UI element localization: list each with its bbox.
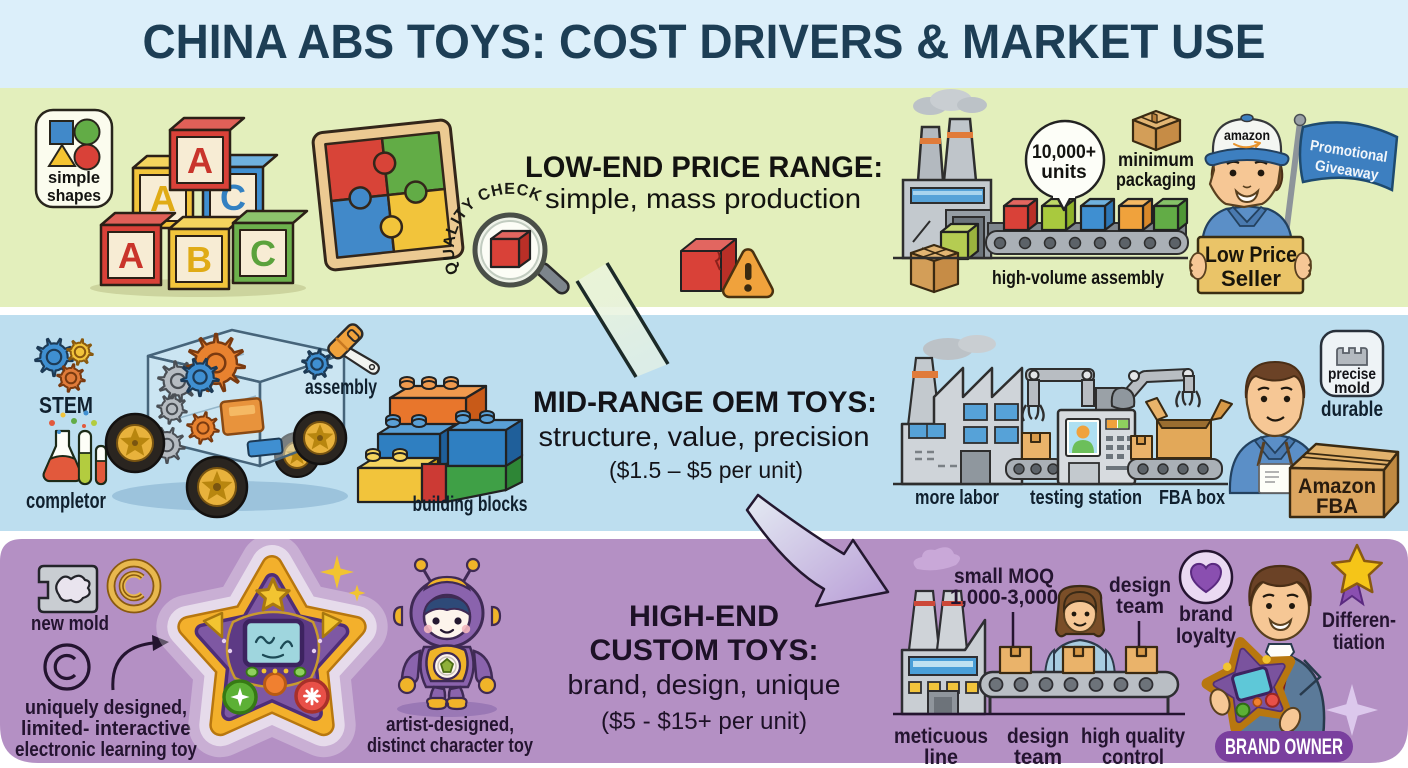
svg-text:line: line [924,746,958,768]
svg-text:B: B [186,239,212,280]
svg-text:C: C [250,233,276,274]
svg-text:high-volume assembly: high-volume assembly [992,268,1164,289]
svg-text:meticuous: meticuous [894,725,988,748]
svg-text:($1.5 – $5 per unit): ($1.5 – $5 per unit) [609,457,803,483]
svg-text:artist-designed,: artist-designed, [386,714,514,736]
svg-text:1,000-3,000: 1,000-3,000 [950,586,1058,609]
svg-text:team: team [1116,595,1164,618]
svg-text:assembly: assembly [305,376,377,399]
svg-text:minimum: minimum [1118,150,1194,171]
svg-text:MID-RANGE OEM TOYS:: MID-RANGE OEM TOYS: [533,386,877,419]
svg-text:HIGH-END: HIGH-END [629,600,779,633]
svg-text:testing station: testing station [1030,487,1142,509]
svg-text:Amazon: Amazon [1298,475,1376,498]
svg-text:Seller: Seller [1221,266,1281,291]
svg-text:($5 - $15+ per unit): ($5 - $15+ per unit) [601,708,807,735]
svg-text:10,000+: 10,000+ [1032,142,1096,163]
svg-text:small MOQ: small MOQ [954,565,1054,588]
svg-text:control: control [1102,746,1164,768]
svg-text:more labor: more labor [915,487,999,509]
svg-text:brand, design, unique: brand, design, unique [568,669,841,700]
svg-text:Differen-: Differen- [1322,609,1396,632]
svg-text:units: units [1041,162,1086,183]
svg-text:simple: simple [48,168,100,187]
svg-text:LOW-END PRICE RANGE:: LOW-END PRICE RANGE: [525,151,883,184]
svg-text:brand: brand [1179,603,1233,626]
svg-text:amazon: amazon [1224,128,1270,143]
svg-text:FBA: FBA [1316,495,1358,518]
svg-text:loyalty: loyalty [1176,625,1236,648]
svg-text:simple, mass production: simple, mass production [545,183,861,214]
svg-text:design: design [1007,725,1069,748]
svg-text:design: design [1109,574,1171,597]
svg-text:limited- interactive: limited- interactive [21,718,191,740]
svg-text:A: A [118,235,144,276]
svg-text:team: team [1014,746,1062,768]
svg-text:precise: precise [1328,366,1376,383]
svg-text:distinct character toy: distinct character toy [367,735,534,757]
svg-text:uniquely designed,: uniquely designed, [25,697,187,719]
svg-text:high quality: high quality [1081,725,1185,748]
svg-text:durable: durable [1321,398,1383,421]
svg-text:new mold: new mold [31,613,109,635]
svg-text:A: A [187,140,213,181]
svg-text:packaging: packaging [1116,170,1196,191]
svg-text:structure, value, precision: structure, value, precision [539,421,870,452]
svg-text:CUSTOM TOYS:: CUSTOM TOYS: [590,634,819,667]
svg-text:electronic learning toy: electronic learning toy [15,739,198,761]
svg-text:shapes: shapes [47,186,101,205]
svg-text:BRAND OWNER: BRAND OWNER [1225,734,1343,759]
svg-text:mold: mold [1334,380,1370,397]
svg-text:FBA box: FBA box [1159,487,1225,509]
svg-text:building blocks: building blocks [413,493,528,516]
svg-text:tiation: tiation [1333,631,1385,654]
svg-text:CHINA ABS TOYS: COST DRIVERS &: CHINA ABS TOYS: COST DRIVERS & MARKET US… [143,16,1266,69]
svg-text:Low Price: Low Price [1205,242,1297,267]
svg-text:completor: completor [26,488,106,513]
